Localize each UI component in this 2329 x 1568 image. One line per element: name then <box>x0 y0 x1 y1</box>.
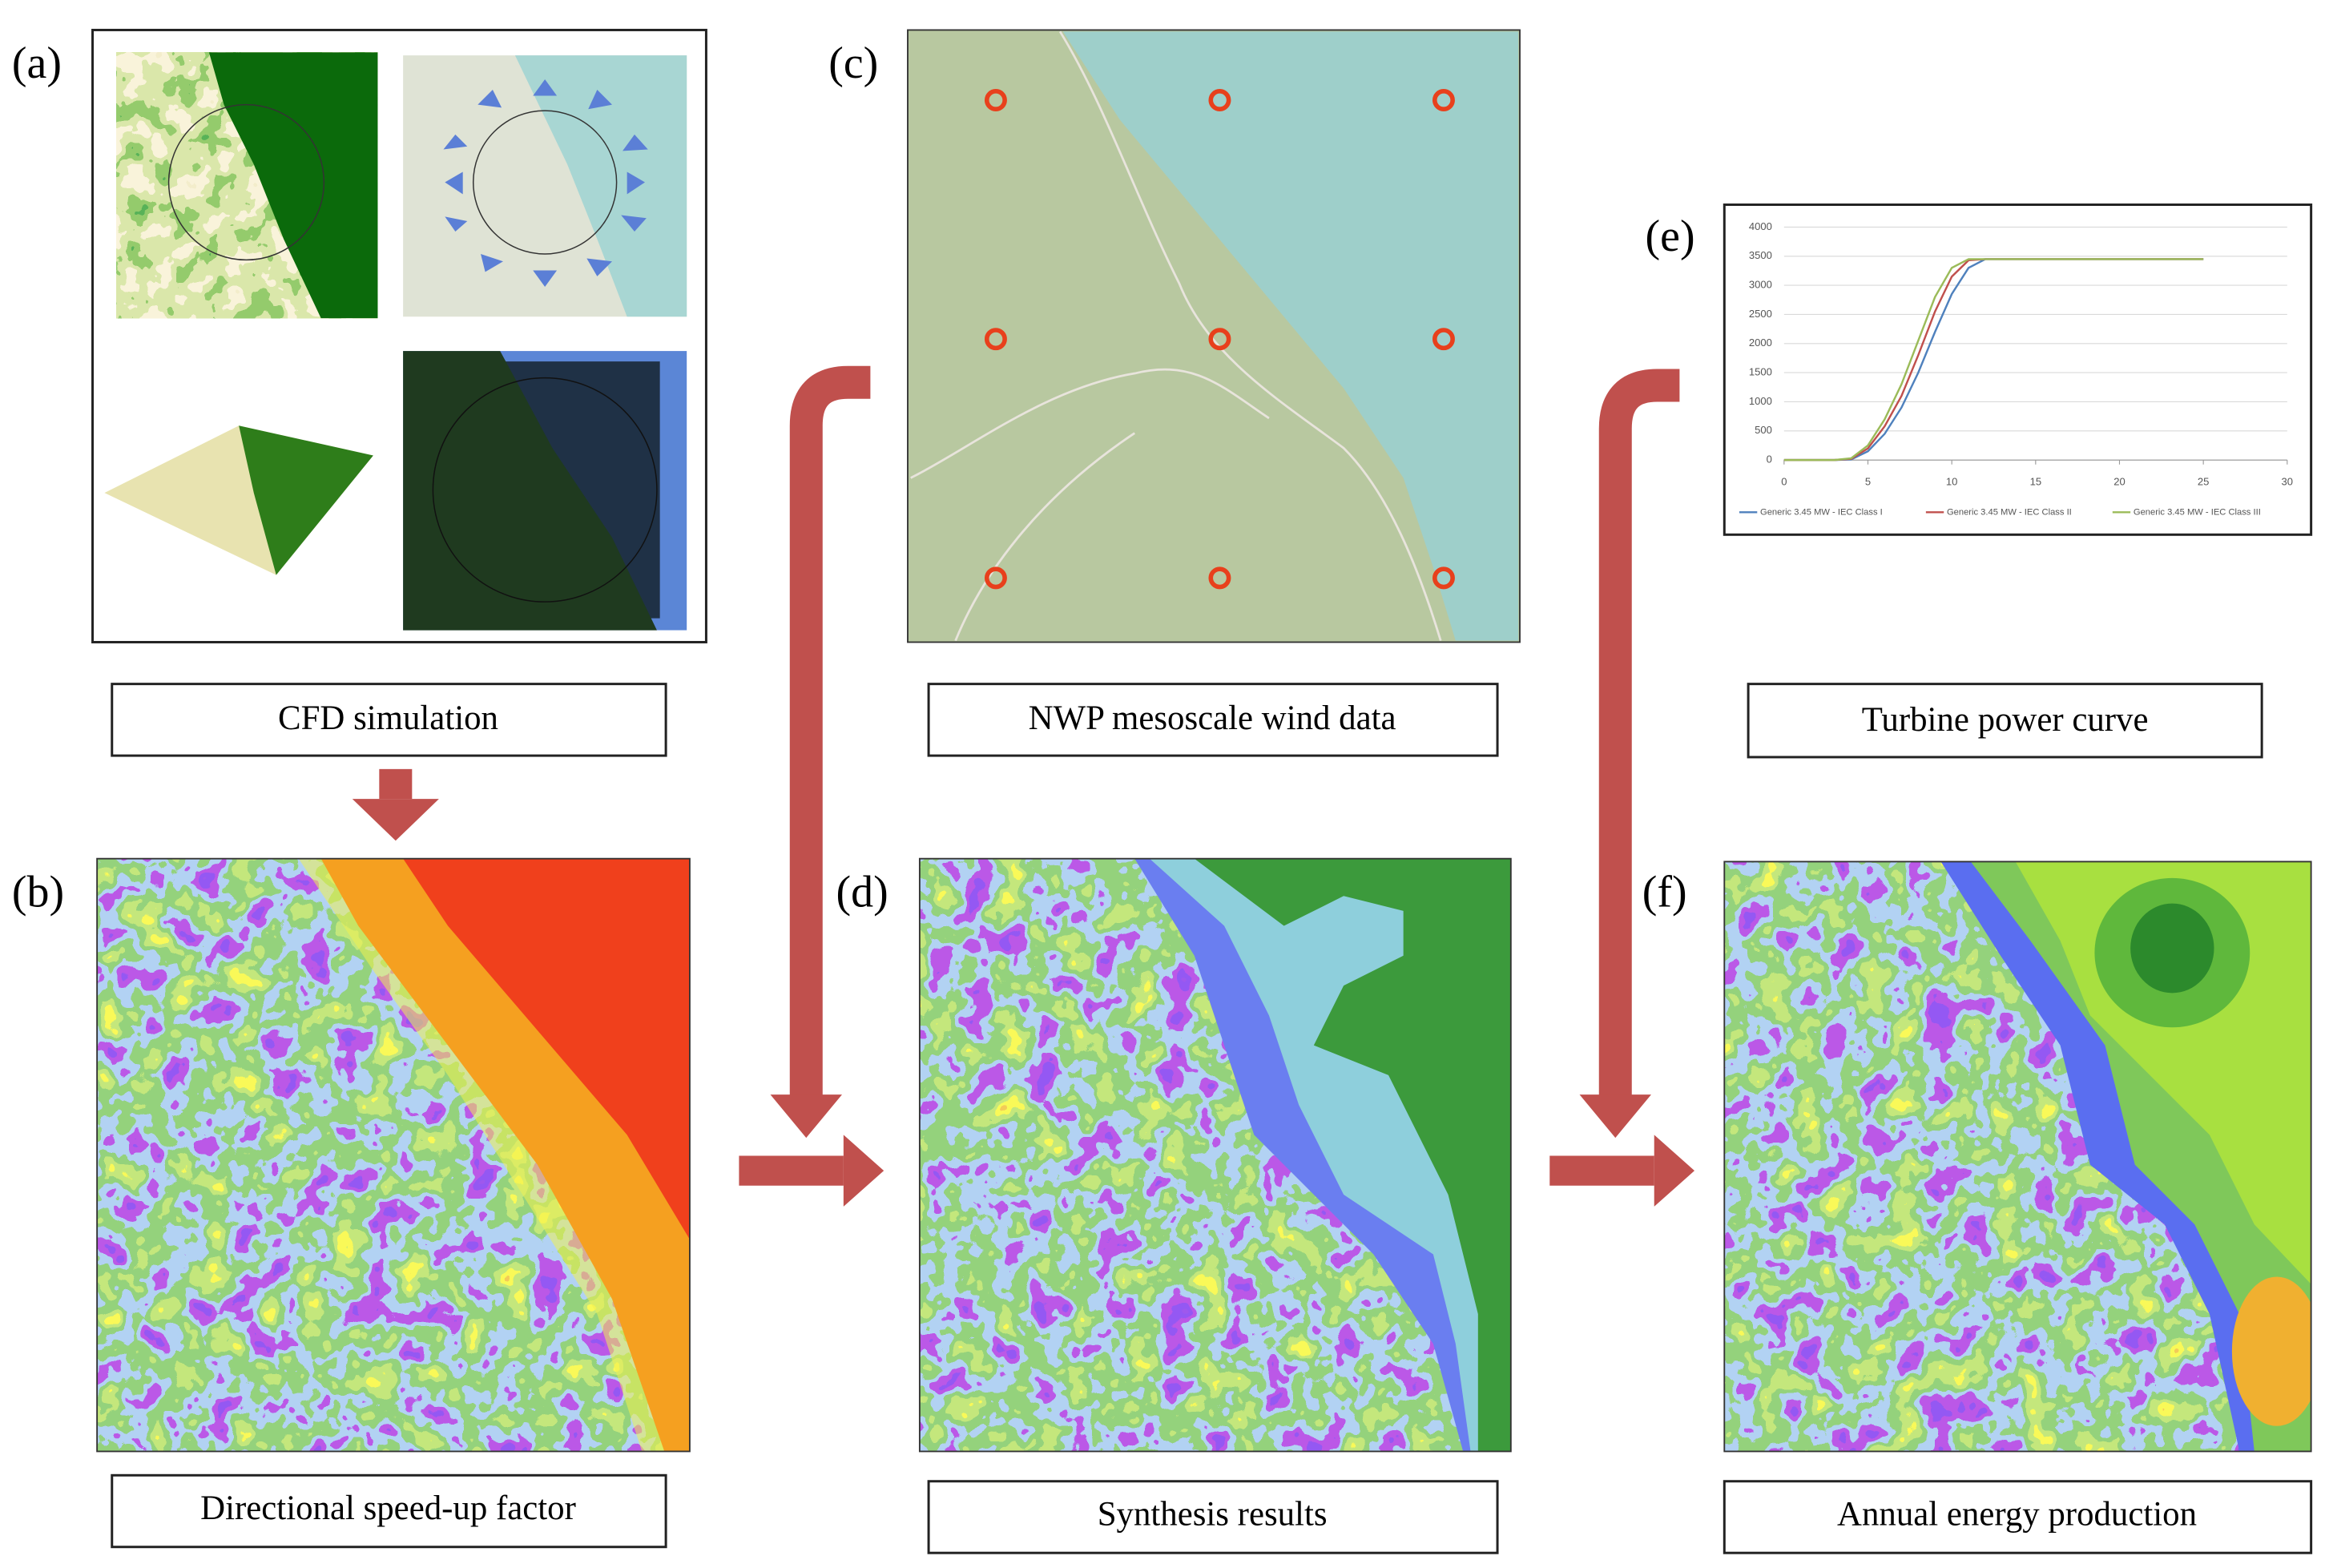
y-tick-label: 2000 <box>1749 337 1772 349</box>
domain-circle <box>167 103 325 261</box>
aep-map <box>1724 861 2311 1452</box>
caption: CFD simulation <box>278 699 498 737</box>
caption: Synthesis results <box>1098 1495 1328 1533</box>
x-tick-label: 10 <box>1946 476 1958 488</box>
synthesis-map <box>919 858 1511 1452</box>
panel-frame <box>918 857 1512 1453</box>
caption-box <box>111 683 667 757</box>
sea-area <box>208 52 378 319</box>
grid-point <box>984 566 1007 590</box>
grid-point <box>1208 566 1231 590</box>
green-core <box>2130 903 2214 994</box>
caption: NWP mesoscale wind data <box>1029 699 1396 737</box>
panel-label: (f) <box>1642 867 1687 917</box>
grid-point <box>1432 89 1455 112</box>
y-tick-label: 4000 <box>1749 220 1772 232</box>
x-tick-label: 30 <box>2282 476 2294 488</box>
y-tick-label: 2500 <box>1749 308 1772 320</box>
panel-frame <box>1723 861 2312 1453</box>
legend-label: Generic 3.45 MW - IEC Class I <box>1760 507 1883 517</box>
grid-point <box>1208 89 1231 112</box>
sea-area <box>1062 31 1519 641</box>
caption-box <box>927 683 1499 757</box>
panel-label: (d) <box>836 867 888 917</box>
roads <box>910 30 1442 642</box>
grid-point <box>1432 566 1455 590</box>
grid-point <box>984 89 1007 112</box>
chart-frame <box>1723 203 2313 536</box>
x-tick-label: 20 <box>2113 476 2126 488</box>
caption: Directional speed-up factor <box>200 1489 576 1527</box>
x-tick-label: 15 <box>2030 476 2042 488</box>
caption: Annual energy production <box>1837 1495 2197 1533</box>
caption-box <box>1723 1480 2313 1554</box>
grid-point <box>984 328 1007 351</box>
flow-arrow <box>352 768 439 841</box>
x-tick-label: 5 <box>1865 476 1871 488</box>
caption-box <box>927 1480 1499 1554</box>
terrain-3d-sea <box>239 425 373 575</box>
wind-arrows <box>443 79 648 287</box>
panel-label: (b) <box>12 867 64 917</box>
caption-box <box>111 1473 667 1549</box>
panel-frame <box>96 857 691 1453</box>
caption: Turbine power curve <box>1862 701 2149 739</box>
y-tick-label: 1000 <box>1749 395 1772 407</box>
red-band <box>403 858 690 1239</box>
legend-label: Generic 3.45 MW - IEC Class II <box>1947 507 2072 517</box>
y-tick-label: 1500 <box>1749 366 1772 378</box>
y-tick-label: 0 <box>1767 453 1772 466</box>
flow-arrow <box>739 365 884 1207</box>
panel-label: (e) <box>1646 212 1695 261</box>
domain-circle <box>472 110 618 255</box>
grid-points <box>984 89 1455 590</box>
speedup-map <box>97 858 690 1452</box>
x-tick-label: 25 <box>2198 476 2210 488</box>
domain-circle <box>432 377 658 603</box>
caption-box <box>1747 683 2263 759</box>
flow-arrow <box>1549 369 1695 1207</box>
orange-spot <box>2231 1276 2311 1426</box>
grid-point <box>1208 328 1231 351</box>
satellite-land <box>403 351 657 631</box>
legend-label: Generic 3.45 MW - IEC Class III <box>2134 507 2261 517</box>
y-tick-label: 500 <box>1755 424 1772 436</box>
x-tick-label: 0 <box>1781 476 1787 488</box>
panel-label: (a) <box>12 38 62 88</box>
grid-point <box>1432 328 1455 351</box>
power-curve-chart: 0 500 1000 1500 2000 2500 3000 3500 4000 0 5 10 15 20… <box>1739 220 2293 517</box>
sea-area <box>514 55 687 317</box>
panel-label: (c) <box>828 38 878 88</box>
power-curve <box>1783 258 2204 462</box>
green-zone <box>1194 858 1511 1452</box>
y-tick-label: 3500 <box>1749 249 1772 261</box>
y-tick-label: 3000 <box>1749 279 1772 291</box>
